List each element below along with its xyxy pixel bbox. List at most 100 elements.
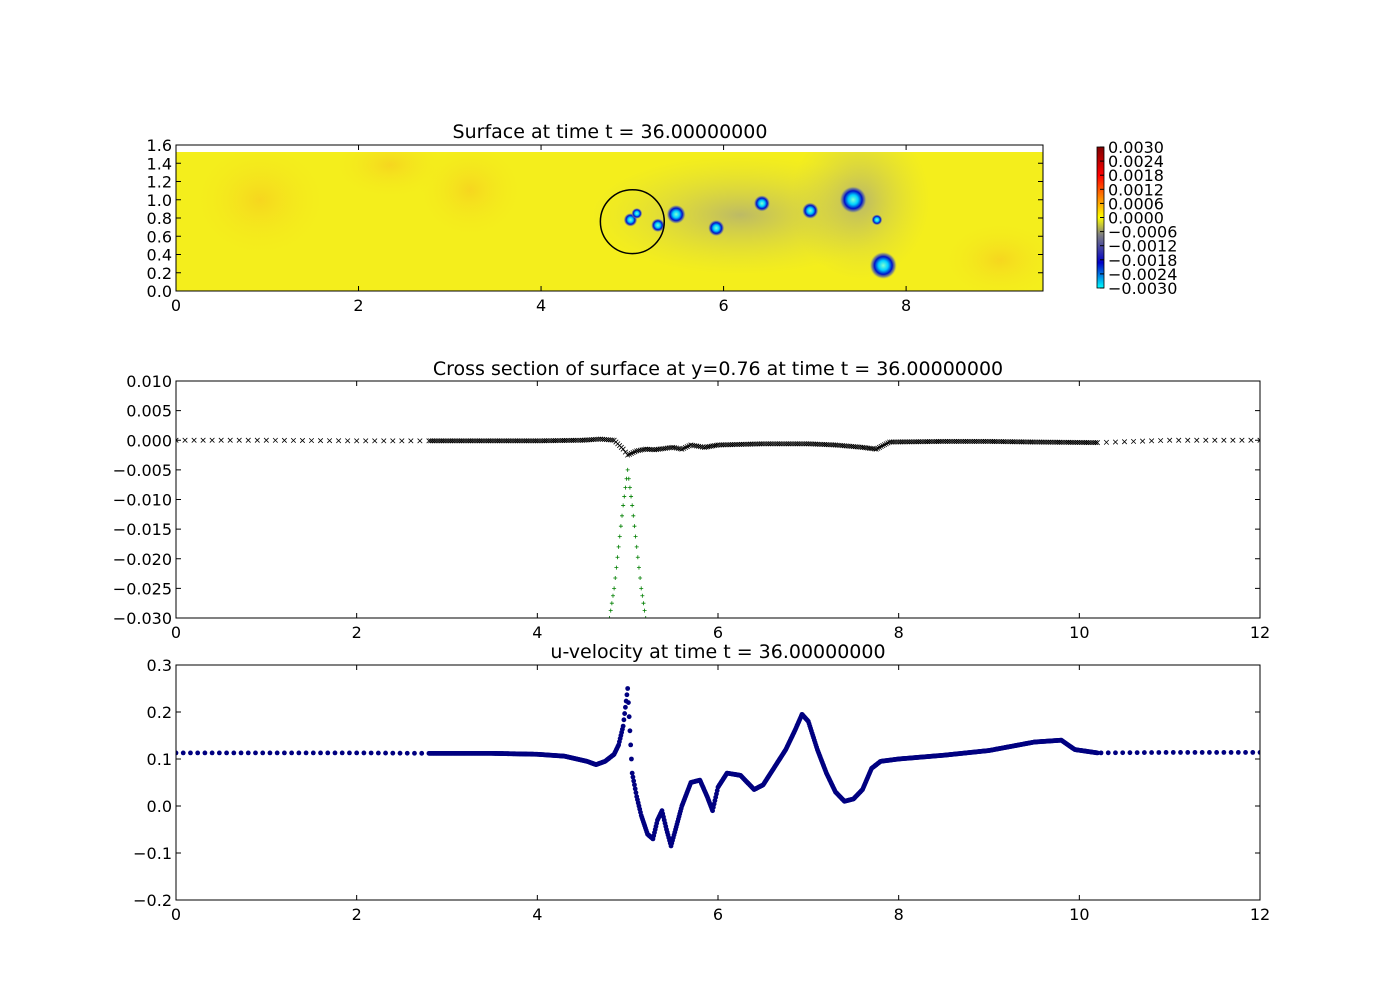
cross-section-plus-marker	[630, 503, 635, 508]
cross-section-plus-marker	[635, 555, 640, 560]
y-tick-label: −0.015	[113, 520, 172, 539]
x-tick-label: 0	[171, 623, 181, 642]
cross-section-x-marker	[354, 438, 360, 444]
cross-section-x-marker	[290, 437, 297, 444]
colorbar-tick-label: 0.0012	[1108, 180, 1164, 199]
u-velocity-point	[1257, 750, 1260, 755]
cross-section-plus-marker	[621, 503, 626, 508]
y-tick-label: 1.0	[147, 191, 172, 210]
y-tick-label: 0.0	[147, 282, 172, 301]
cross-section-x-marker	[622, 449, 628, 455]
cross-section-plus-marker	[622, 494, 627, 499]
u-velocity-point	[267, 750, 273, 756]
x-tick-label: 4	[536, 296, 546, 315]
cross-section-x-marker	[209, 437, 215, 443]
u-velocity-point	[633, 790, 639, 796]
cross-section-plus-marker	[641, 601, 646, 606]
cross-section-plus-marker	[614, 565, 619, 570]
u-velocity-point	[274, 750, 280, 756]
cross-section-plus-marker	[620, 513, 625, 518]
cross-section-x-marker	[245, 437, 251, 443]
u-velocity-point	[630, 774, 636, 780]
y-tick-label: 0.6	[147, 227, 172, 246]
u-velocity-point	[632, 786, 638, 792]
cross-section-x-marker	[308, 437, 315, 444]
cross-section-panel: Cross section of surface at y=0.76 at ti…	[113, 358, 1270, 642]
u-velocity-point	[310, 750, 316, 756]
u-velocity-point	[1185, 750, 1191, 755]
u-velocity-point	[621, 717, 627, 723]
cross-section-plus-marker	[634, 544, 639, 549]
cross-section-x-marker	[1093, 440, 1099, 446]
cross-section-x-marker	[1112, 439, 1119, 445]
y-tick-label: 0.005	[126, 402, 172, 421]
cross-section-x-marker	[317, 438, 324, 444]
u-velocity-point	[627, 728, 633, 734]
cross-section-x-marker	[596, 436, 602, 442]
y-tick-label: −0.020	[113, 550, 172, 569]
cross-section-plus-marker	[638, 576, 643, 581]
cross-section-x-marker	[263, 437, 269, 443]
heatmap-wake-shadow	[790, 152, 930, 280]
u-velocity-point	[303, 750, 309, 756]
y-tick-label: 0.4	[147, 246, 172, 265]
u-velocity-point	[1214, 750, 1220, 755]
u-velocity-point	[628, 742, 634, 748]
u-velocity-point	[216, 750, 222, 756]
cross-section-x-marker	[1194, 437, 1200, 443]
u-velocity-point	[202, 750, 208, 756]
cross-section-x-marker	[236, 437, 242, 443]
u-velocity-point	[622, 711, 628, 716]
cross-section-x-marker	[1239, 437, 1245, 443]
cross-section-frame	[175, 380, 1261, 619]
colorbar-tick-label: 0.0018	[1108, 166, 1164, 185]
x-tick-label: 8	[901, 296, 911, 315]
x-tick-label: 2	[352, 905, 362, 924]
cross-section-x-marker	[176, 437, 179, 443]
u-velocity-point	[624, 692, 630, 698]
vortex-spot	[869, 251, 897, 280]
u-velocity-point	[238, 750, 244, 756]
cross-section-plus-marker	[608, 608, 613, 613]
u-velocity-point	[209, 750, 215, 756]
x-tick-label: 10	[1069, 623, 1089, 642]
y-tick-label: 0.2	[147, 703, 172, 722]
y-tick-label: −0.1	[133, 844, 172, 863]
vortex-layer	[623, 186, 897, 280]
cross-section-plus-marker	[627, 485, 632, 490]
u-velocity-point	[245, 750, 251, 756]
y-tick-label: 0.8	[147, 209, 172, 228]
u-velocity-point	[1235, 750, 1241, 755]
colorbar-tick-label: 0.0030	[1108, 138, 1164, 157]
u-velocity-point	[318, 750, 323, 756]
cross-section-x-marker	[1185, 437, 1191, 443]
y-tick-label: 1.4	[147, 154, 172, 173]
u-velocity-point	[412, 750, 417, 756]
cross-section-x-marker	[345, 438, 351, 444]
cross-section-x-marker	[408, 438, 414, 444]
u-velocity-point	[1178, 750, 1183, 755]
u-velocity-point	[224, 750, 229, 756]
cross-section-title: Cross section of surface at y=0.76 at ti…	[433, 358, 1003, 380]
cross-section-plus-marker	[632, 524, 637, 529]
y-tick-label: 0.1	[147, 750, 172, 769]
cross-section-x-marker	[336, 438, 342, 444]
colorbar-tick-label: 0.0000	[1108, 209, 1164, 228]
u-velocity-point	[623, 704, 628, 710]
cross-section-x-marker	[372, 438, 378, 444]
cross-section-x-marker	[390, 438, 396, 444]
u-velocity-point	[1199, 750, 1205, 755]
u-velocity-point	[629, 770, 635, 776]
cross-section-x-marker	[609, 437, 615, 443]
u-velocity-point	[180, 750, 186, 756]
cross-section-x-marker	[1121, 439, 1128, 445]
cross-section-x-marker	[417, 438, 423, 444]
x-tick-label: 8	[894, 623, 904, 642]
cross-section-plus-marker	[629, 494, 634, 499]
x-tick-label: 6	[713, 623, 723, 642]
y-tick-label: 0.3	[147, 656, 172, 675]
cross-section-x-marker	[399, 438, 405, 444]
heatmap-warm-patch	[415, 152, 525, 240]
colorbar-tick-label: −0.0024	[1108, 265, 1177, 284]
